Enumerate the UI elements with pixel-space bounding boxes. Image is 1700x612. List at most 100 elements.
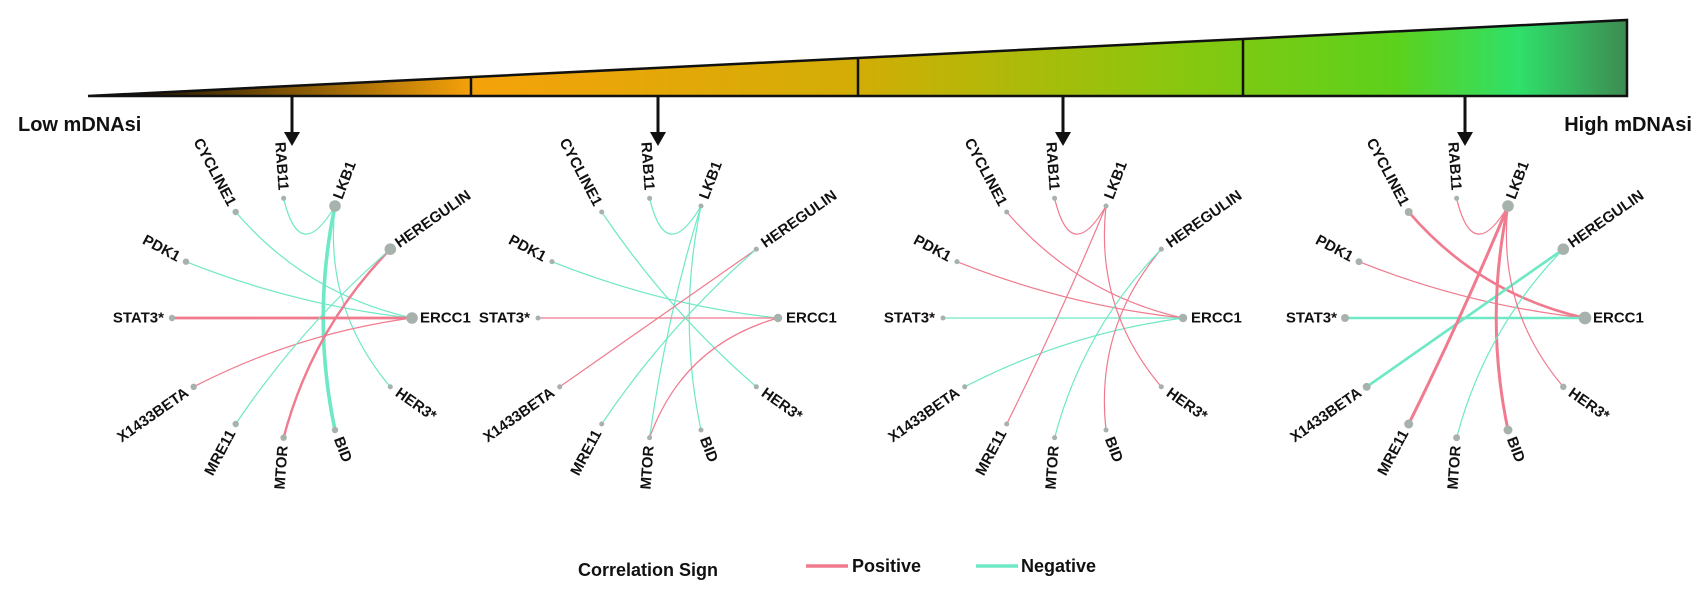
node-label-x1433beta: X1433BETA — [114, 384, 192, 446]
node-label-stat3: STAT3* — [884, 310, 935, 327]
node-label-x1433beta: X1433BETA — [1287, 384, 1365, 446]
node-label-lkb1: LKB1 — [1101, 159, 1131, 202]
edge-cycline1-her3 — [601, 211, 757, 388]
edge-pdk1-ercc1 — [185, 261, 413, 319]
node-bid — [1103, 427, 1109, 433]
node-label-mtor: MTOR — [1043, 445, 1063, 490]
node-label-lkb1: LKB1 — [696, 159, 726, 202]
network-stage-2: CYCLINE1 RAB11 LKB1 HEREGULIN ERCC1 HER3* BID M… — [479, 136, 840, 491]
node-rab11 — [647, 195, 653, 201]
edge-pdk1-ercc1 — [1358, 261, 1586, 319]
edge-lkb1-bid — [1494, 204, 1510, 432]
edge-lkb1-her3 — [1505, 205, 1564, 388]
node-label-mre11: MRE11 — [972, 427, 1010, 478]
node-label-heregulin: HEREGULIN — [1163, 187, 1245, 252]
high-mdnasi-label: High mDNAsi — [1564, 114, 1692, 136]
node-rab11 — [281, 195, 287, 201]
node-label-bid: BID — [696, 434, 721, 464]
node-cycline1 — [232, 208, 239, 216]
network-stage-1: CYCLINE1 RAB11 LKB1 HEREGULIN ERCC1 HER3* BID M… — [113, 136, 474, 491]
edge-heregulin-mtor — [1054, 248, 1162, 439]
edge-lkb1-her3 — [1103, 205, 1162, 388]
node-label-cycline1: CYCLINE1 — [190, 136, 240, 209]
node-label-heregulin: HEREGULIN — [758, 187, 840, 252]
edge-heregulin-mre11 — [601, 248, 757, 425]
node-x1433beta — [1362, 382, 1371, 391]
node-lkb1 — [329, 200, 341, 212]
node-ercc1 — [1578, 311, 1592, 325]
node-mtor — [1052, 435, 1058, 441]
node-cycline1 — [1004, 209, 1010, 215]
node-pdk1 — [1355, 258, 1363, 266]
node-label-lkb1: LKB1 — [1503, 159, 1533, 202]
edge-heregulin-mtor — [282, 248, 392, 439]
node-label-ercc1: ERCC1 — [1593, 310, 1644, 327]
node-label-her3: HER3* — [758, 384, 805, 424]
node-stat3 — [168, 314, 176, 322]
edge-lkb1-mre11 — [1407, 204, 1510, 426]
edge-lkb1-mre11 — [1006, 205, 1107, 425]
node-mtor — [280, 434, 287, 441]
node-label-pdk1: PDK1 — [506, 232, 549, 266]
node-label-heregulin: HEREGULIN — [392, 187, 474, 252]
nodes: CYCLINE1 RAB11 LKB1 HEREGULIN ERCC1 HER3* BID M… — [113, 136, 474, 491]
edge-lkb1-her3 — [332, 205, 391, 388]
edge-rab11-lkb1 — [283, 197, 336, 235]
node-label-her3: HER3* — [1163, 384, 1210, 424]
node-label-rab11: RAB11 — [1042, 141, 1062, 190]
nodes: CYCLINE1 RAB11 LKB1 HEREGULIN ERCC1 HER3* BID M… — [1286, 136, 1647, 491]
node-cycline1 — [599, 209, 605, 215]
node-mre11 — [599, 421, 605, 427]
node-label-heregulin: HEREGULIN — [1565, 187, 1647, 252]
stage-arrow-head — [284, 132, 300, 146]
edge-x1433beta-heregulin — [559, 248, 757, 388]
node-heregulin — [1557, 243, 1570, 255]
node-label-mre11: MRE11 — [567, 427, 605, 478]
node-label-lkb1: LKB1 — [330, 159, 360, 202]
stage-arrow-head — [1055, 132, 1071, 146]
node-heregulin — [1158, 246, 1164, 252]
node-label-mre11: MRE11 — [1374, 427, 1412, 478]
node-label-rab11: RAB11 — [271, 141, 291, 190]
edge-x1433beta-ercc1 — [964, 317, 1184, 388]
edge-rab11-lkb1 — [1456, 197, 1509, 235]
node-her3 — [753, 384, 759, 390]
legend-positive-label: Positive — [852, 556, 921, 576]
network-stage-3: CYCLINE1 RAB11 LKB1 HEREGULIN ERCC1 HER3* BID M… — [884, 136, 1245, 491]
node-x1433beta — [190, 383, 197, 390]
node-label-mre11: MRE11 — [201, 427, 239, 478]
node-bid — [1503, 425, 1513, 435]
node-rab11 — [1454, 195, 1460, 201]
node-lkb1 — [1103, 203, 1109, 209]
node-bid — [331, 426, 339, 434]
node-label-cycline1: CYCLINE1 — [556, 136, 606, 209]
edges — [1343, 197, 1587, 439]
node-label-ercc1: ERCC1 — [1191, 310, 1242, 327]
node-label-stat3: STAT3* — [1286, 310, 1337, 327]
node-bid — [698, 427, 704, 433]
edge-heregulin-mtor — [1456, 248, 1564, 439]
node-label-her3: HER3* — [392, 384, 439, 424]
node-label-pdk1: PDK1 — [911, 232, 954, 266]
edge-cycline1-ercc1 — [235, 211, 413, 319]
edges — [170, 197, 414, 439]
legend-title: Correlation Sign — [578, 560, 718, 580]
edges — [942, 197, 1184, 439]
node-heregulin — [384, 243, 397, 255]
edge-x1433beta-heregulin — [1365, 247, 1565, 389]
node-heregulin — [753, 246, 759, 252]
nodes: CYCLINE1 RAB11 LKB1 HEREGULIN ERCC1 HER3* BID M… — [479, 136, 840, 491]
low-mdnasi-label: Low mDNAsi — [18, 114, 141, 136]
edge-pdk1-ercc1 — [551, 261, 779, 319]
edge-heregulin-mre11 — [235, 248, 391, 425]
edge-lkb1-mtor — [649, 205, 702, 439]
node-mtor — [1453, 434, 1461, 442]
edge-cycline1-ercc1 — [1006, 211, 1184, 319]
node-label-ercc1: ERCC1 — [420, 310, 471, 327]
edges — [537, 197, 779, 439]
node-label-mtor: MTOR — [1445, 445, 1465, 490]
node-label-ercc1: ERCC1 — [786, 310, 837, 327]
node-x1433beta — [962, 384, 968, 390]
node-label-mtor: MTOR — [638, 445, 658, 490]
